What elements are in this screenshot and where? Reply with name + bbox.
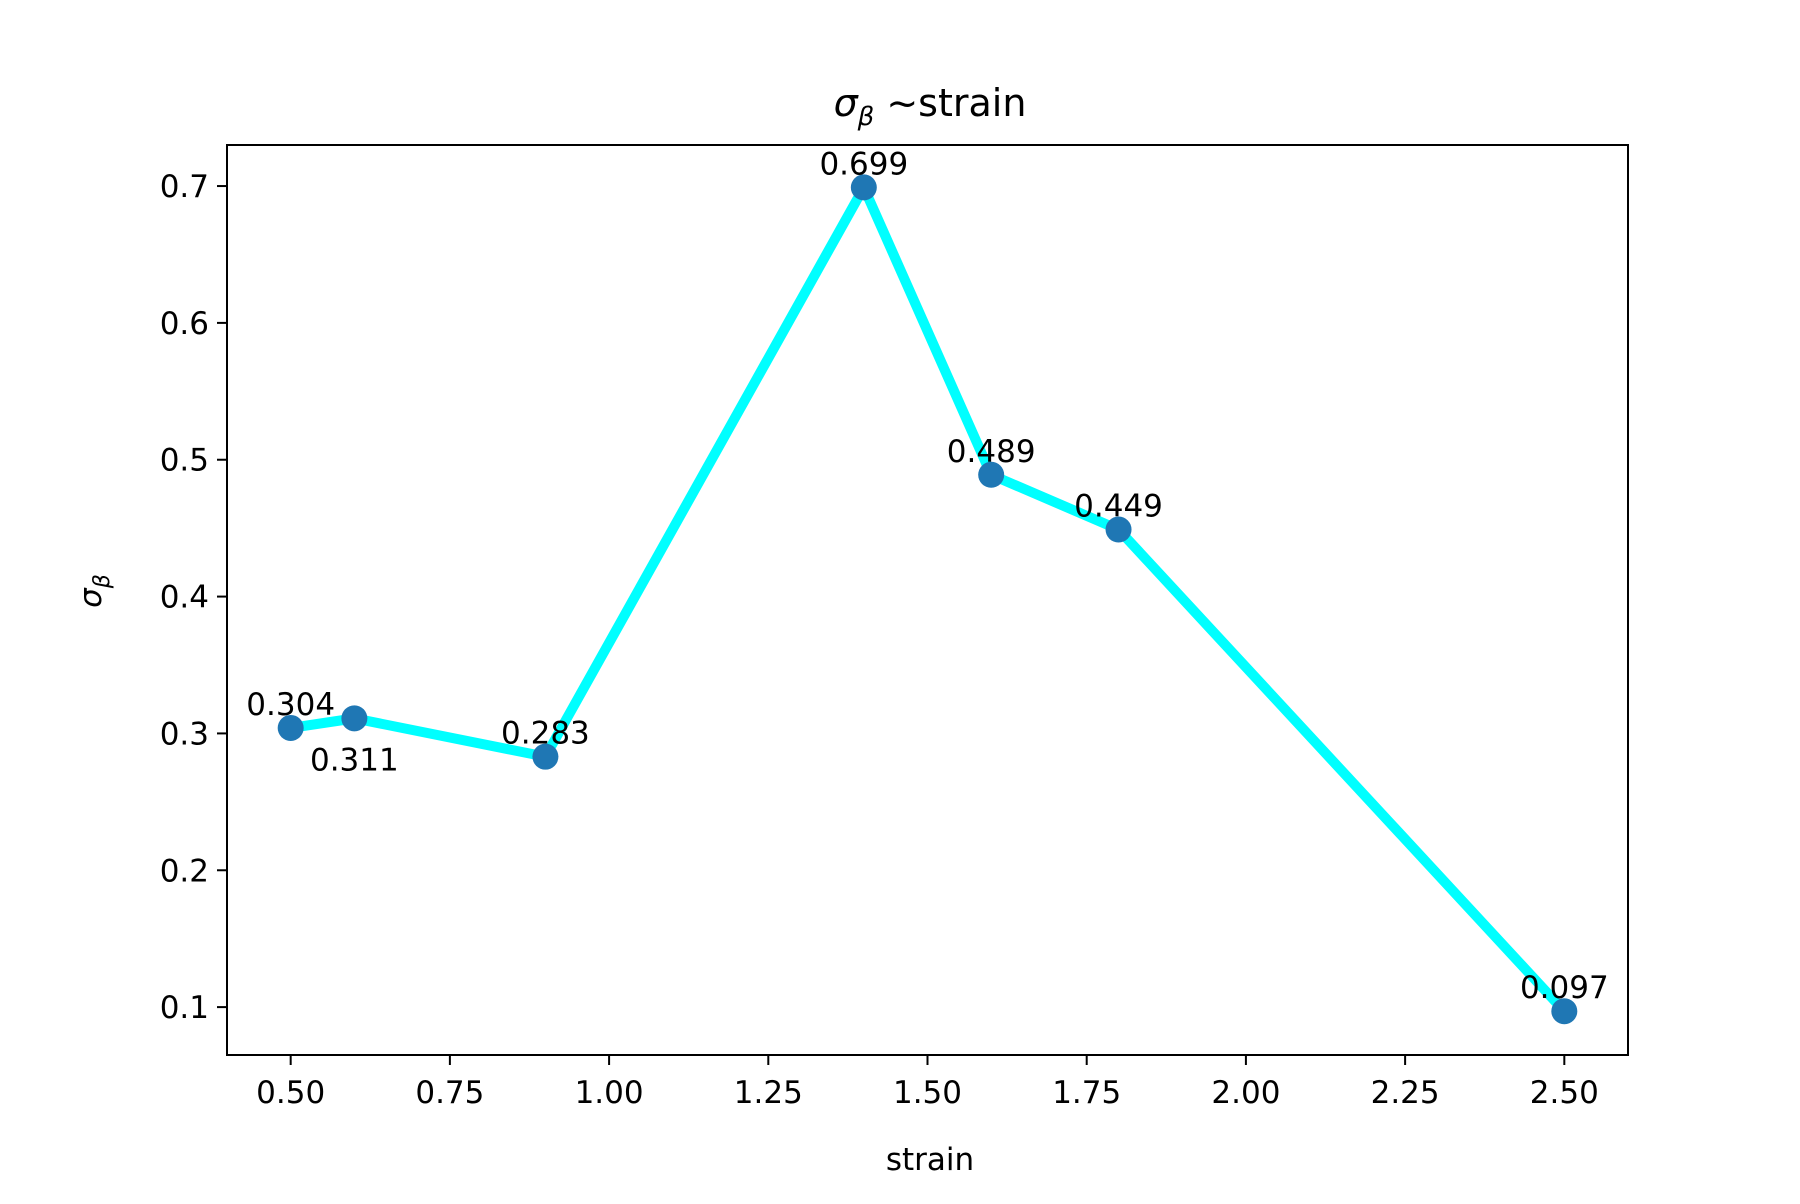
data-point: [1105, 516, 1132, 543]
data-label: 0.283: [501, 716, 590, 752]
data-label: 0.489: [947, 434, 1036, 470]
x-tick-label: 1.75: [1052, 1075, 1121, 1111]
data-label: 0.699: [819, 146, 908, 182]
y-axis-label: σβ: [73, 574, 115, 608]
data-point: [978, 461, 1005, 488]
data-label: 0.311: [310, 742, 399, 778]
series-line: [289, 176, 1568, 1015]
x-tick-label: 1.50: [893, 1075, 962, 1111]
x-tick-label: 2.00: [1211, 1075, 1280, 1111]
data-point: [850, 174, 877, 201]
x-tick-label: 0.75: [415, 1075, 484, 1111]
y-tick-label: 0.1: [160, 990, 209, 1026]
title-subscript: β: [857, 102, 875, 132]
y-axis-symbol: σ: [73, 587, 109, 608]
y-axis: 0.1 0.2 0.3 0.4 0.5 0.6 0.7: [160, 169, 227, 1026]
data-point: [277, 714, 304, 741]
y-tick-label: 0.4: [160, 580, 209, 616]
title-symbol: σ: [834, 81, 860, 125]
title-rest: ~strain: [874, 81, 1026, 125]
y-tick-label: 0.5: [160, 443, 209, 479]
data-point: [341, 705, 368, 732]
y-tick-label: 0.2: [160, 853, 209, 889]
y-tick-label: 0.6: [160, 306, 209, 342]
plot-frame: [226, 144, 1629, 1056]
y-axis-subscript: β: [90, 574, 115, 589]
x-tick-label: 1.25: [734, 1075, 803, 1111]
x-tick-label: 1.00: [575, 1075, 644, 1111]
x-tick-label: 2.50: [1530, 1075, 1599, 1111]
data-label: 0.449: [1074, 489, 1163, 525]
y-tick-label: 0.3: [160, 716, 209, 752]
x-tick-label: 2.25: [1371, 1075, 1440, 1111]
x-axis: 0.50 0.75 1.00 1.25 1.50 1.75 2.00 2.25 2.50: [256, 1055, 1599, 1111]
data-label: 0.304: [246, 687, 335, 723]
data-point: [1551, 998, 1578, 1025]
chart-title: σβ ~strain: [834, 81, 1027, 132]
data-point: [532, 743, 559, 770]
data-label: 0.097: [1520, 970, 1609, 1006]
y-tick-label: 0.7: [160, 169, 209, 205]
x-tick-label: 0.50: [256, 1075, 325, 1111]
plot-area: 0.304 0.311 0.283 0.699 0.489 0.449 0.097: [226, 144, 1629, 1056]
x-axis-label: strain: [886, 1142, 974, 1178]
